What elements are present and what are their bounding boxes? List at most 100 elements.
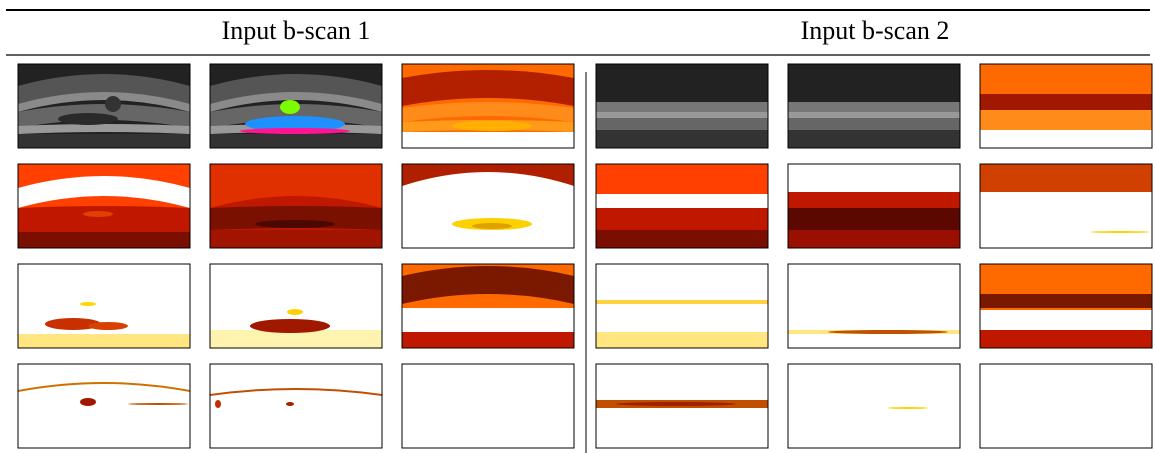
tissue-band bbox=[980, 110, 1152, 130]
region bbox=[287, 309, 303, 315]
panel-border bbox=[401, 263, 575, 349]
panel-border bbox=[979, 363, 1153, 449]
panel-content bbox=[980, 64, 1152, 148]
panel-bg bbox=[980, 364, 1152, 448]
panel-content bbox=[788, 64, 960, 148]
panel-border bbox=[979, 263, 1153, 349]
region bbox=[1090, 231, 1150, 233]
panel-content bbox=[402, 264, 574, 348]
tissue-band bbox=[980, 94, 1152, 110]
panel-border bbox=[787, 163, 961, 249]
region bbox=[255, 220, 335, 228]
tissue-band bbox=[210, 330, 382, 348]
image-panel bbox=[595, 263, 769, 349]
tissue-band bbox=[210, 92, 382, 112]
panel-border bbox=[787, 263, 961, 349]
panel-content bbox=[980, 364, 1152, 448]
panel-border bbox=[209, 263, 383, 349]
header-right: Input b-scan 2 bbox=[801, 16, 950, 45]
panel-content bbox=[980, 164, 1152, 248]
region bbox=[888, 407, 928, 409]
tissue-band bbox=[596, 300, 768, 304]
image-panel bbox=[401, 163, 575, 249]
tissue-band bbox=[402, 164, 574, 186]
panel-content bbox=[788, 164, 960, 248]
panel-border bbox=[209, 63, 383, 149]
panel-content bbox=[210, 364, 382, 448]
panel-border bbox=[595, 63, 769, 149]
panel-bg bbox=[210, 364, 382, 448]
tissue-band bbox=[210, 206, 382, 230]
image-panel bbox=[209, 63, 383, 149]
tissue-band bbox=[788, 118, 960, 130]
tissue-band bbox=[788, 102, 960, 112]
panel-content bbox=[980, 264, 1152, 348]
panel-border bbox=[979, 163, 1153, 249]
panel-content bbox=[210, 164, 382, 248]
image-panel bbox=[979, 263, 1153, 349]
tissue-band bbox=[210, 388, 382, 396]
image-panel bbox=[979, 163, 1153, 249]
image-panel bbox=[401, 263, 575, 349]
panel-bg bbox=[18, 364, 190, 448]
tissue-band bbox=[596, 208, 768, 230]
region bbox=[286, 402, 294, 406]
region bbox=[828, 330, 948, 334]
tissue-band bbox=[18, 176, 190, 208]
region bbox=[245, 116, 345, 132]
panel-border bbox=[401, 63, 575, 149]
tissue-band bbox=[980, 310, 1152, 330]
region bbox=[452, 121, 532, 131]
panel-border bbox=[595, 263, 769, 349]
panel-bg bbox=[788, 364, 960, 448]
region bbox=[472, 223, 512, 229]
panel-border bbox=[979, 63, 1153, 149]
tissue-band bbox=[210, 230, 382, 248]
tissue-band bbox=[788, 112, 960, 118]
tissue-band bbox=[402, 70, 574, 106]
tissue-band bbox=[980, 164, 1152, 192]
panels bbox=[17, 63, 1153, 449]
region bbox=[616, 402, 736, 406]
tissue-band bbox=[596, 230, 768, 248]
image-panel bbox=[787, 63, 961, 149]
panel-content bbox=[788, 264, 960, 348]
tissue-band bbox=[18, 232, 190, 248]
region bbox=[80, 398, 96, 406]
tissue-band bbox=[18, 334, 190, 348]
tissue-band bbox=[596, 112, 768, 118]
tissue-band bbox=[402, 102, 574, 122]
panel-content bbox=[210, 264, 382, 348]
tissue-band bbox=[788, 230, 960, 248]
region bbox=[45, 318, 101, 330]
panel-content bbox=[596, 364, 768, 448]
panel-border bbox=[17, 363, 191, 449]
tissue-band bbox=[18, 92, 190, 112]
region bbox=[128, 403, 188, 405]
region bbox=[215, 400, 221, 408]
panel-content bbox=[210, 64, 382, 148]
image-panel bbox=[17, 163, 191, 249]
panel-content bbox=[596, 264, 768, 348]
tissue-band bbox=[596, 102, 768, 112]
image-panel bbox=[17, 263, 191, 349]
panel-border bbox=[209, 363, 383, 449]
image-panel bbox=[787, 163, 961, 249]
tissue-band bbox=[596, 332, 768, 348]
panel-border bbox=[17, 163, 191, 249]
image-panel bbox=[401, 363, 575, 449]
tissue-band bbox=[596, 118, 768, 130]
image-panel bbox=[209, 163, 383, 249]
panel-content bbox=[402, 64, 574, 148]
image-panel bbox=[17, 63, 191, 149]
tissue-band bbox=[980, 130, 1152, 148]
header-left: Input b-scan 1 bbox=[222, 16, 371, 45]
panel-content bbox=[596, 164, 768, 248]
image-panel bbox=[787, 363, 961, 449]
image-panel bbox=[595, 63, 769, 149]
panel-border bbox=[787, 363, 961, 449]
panel-bg bbox=[788, 264, 960, 348]
panel-content bbox=[402, 364, 574, 448]
panel-border bbox=[401, 163, 575, 249]
